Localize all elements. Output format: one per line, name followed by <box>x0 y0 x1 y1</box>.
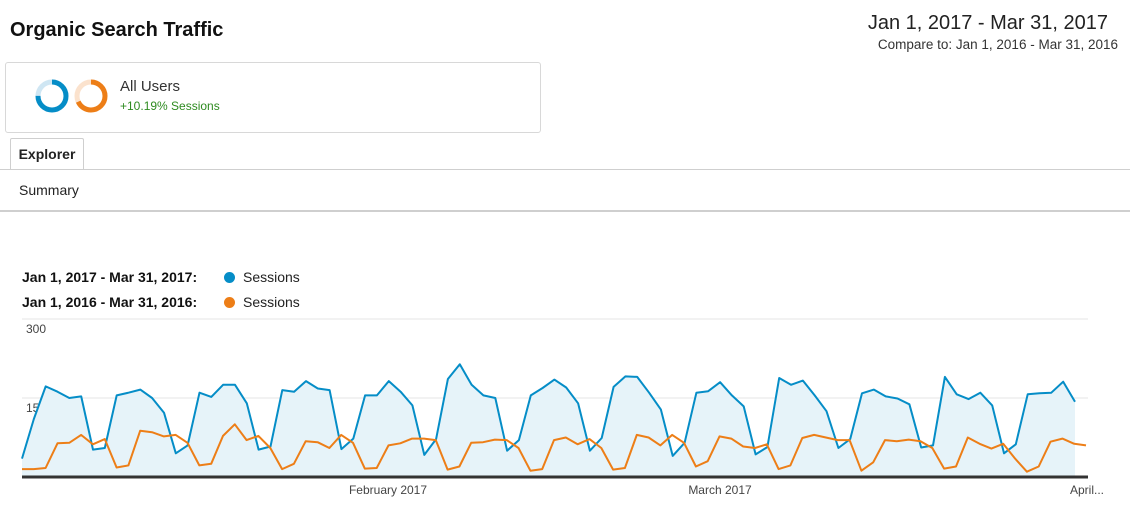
legend-range-current: Jan 1, 2017 - Mar 31, 2017: <box>22 269 198 285</box>
tab-explorer[interactable]: Explorer <box>10 138 84 169</box>
legend-dot-orange <box>224 297 235 308</box>
donut-blue-icon <box>35 79 69 113</box>
legend-dot-blue <box>224 272 235 283</box>
legend-series-name: Sessions <box>243 269 300 285</box>
date-range-picker[interactable]: Jan 1, 2017 - Mar 31, 2017 <box>867 12 1108 34</box>
tab-divider <box>0 169 1130 170</box>
x-tick-label: March 2017 <box>688 483 752 497</box>
compare-range[interactable]: Compare to: Jan 1, 2016 - Mar 31, 2016 <box>877 37 1118 52</box>
series-line-current <box>21 363 1076 459</box>
series-area-current <box>22 364 1075 477</box>
donut-orange-icon <box>74 79 108 113</box>
series-line-previous <box>22 423 1087 473</box>
segment-name: All Users <box>120 78 181 95</box>
legend-item-current: Jan 1, 2017 - Mar 31, 2017: Sessions <box>22 269 300 285</box>
legend-series-name: Sessions <box>243 294 300 310</box>
tab-summary[interactable]: Summary <box>19 182 79 198</box>
legend-range-previous: Jan 1, 2016 - Mar 31, 2016: <box>22 294 198 310</box>
legend-item-previous: Jan 1, 2016 - Mar 31, 2016: Sessions <box>22 294 300 310</box>
x-tick-label: April... <box>1070 483 1104 497</box>
segment-stat: +10.19% Sessions <box>120 99 220 113</box>
segment-card[interactable]: All Users +10.19% Sessions <box>5 62 541 133</box>
subtab-divider <box>0 210 1130 212</box>
x-tick-label: February 2017 <box>349 483 427 497</box>
page-title: Organic Search Traffic <box>10 19 224 41</box>
y-tick-label: 300 <box>26 322 46 336</box>
